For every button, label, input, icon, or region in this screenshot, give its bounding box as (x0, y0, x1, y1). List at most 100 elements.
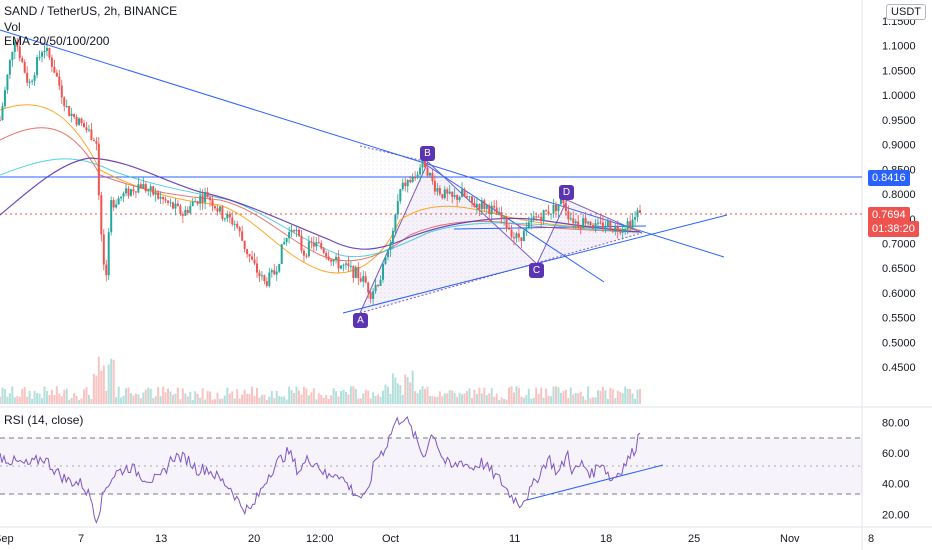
volume-bar (606, 398, 609, 404)
volume-bar (258, 397, 261, 404)
candle-body (406, 179, 409, 187)
volume-bar (624, 386, 627, 404)
volume-bar (147, 387, 150, 404)
volume-bar (535, 387, 538, 404)
candle-body (179, 205, 182, 215)
candle-body (542, 210, 545, 222)
volume-bar (174, 393, 177, 404)
candle-body (416, 174, 419, 178)
candle-body (347, 263, 350, 267)
candle-body (63, 97, 66, 107)
last-price-badge: 0.7694 (868, 207, 910, 223)
volume-bar (211, 399, 214, 404)
volume-bar (505, 399, 508, 404)
candle-body (552, 204, 555, 214)
candle-body (139, 184, 142, 189)
volume-bar (55, 386, 58, 404)
candle-body (414, 177, 417, 179)
candle-body (233, 223, 236, 225)
volume-bar (154, 396, 157, 404)
volume-bar (196, 393, 199, 404)
candle-body (629, 221, 632, 228)
candle-body (483, 200, 486, 209)
candle-body (265, 281, 268, 286)
candle-body (260, 275, 263, 277)
volume-bar (231, 391, 234, 404)
candle-body (621, 229, 624, 233)
candle-body (184, 209, 187, 216)
volume-bar (186, 396, 189, 404)
date-tick-label: 13 (155, 533, 167, 545)
volume-bar (53, 394, 56, 404)
volume-bar (493, 396, 496, 404)
volume-bar (317, 393, 320, 404)
candle-body (382, 263, 385, 280)
candle-body (216, 208, 219, 212)
volume-bar (41, 398, 44, 404)
volume-bar (621, 393, 624, 404)
volume-bar (458, 392, 461, 404)
ema-label: EMA 20/50/100/200 (4, 34, 110, 48)
volume-bar (401, 395, 404, 404)
candle-body (609, 221, 612, 231)
volume-bar (594, 397, 597, 404)
volume-bar (179, 399, 182, 404)
volume-bar (248, 393, 251, 404)
volume-bar (340, 391, 343, 404)
candle-body (315, 242, 318, 247)
candle-body (384, 257, 387, 264)
volume-bar (280, 396, 283, 404)
volume-bar (199, 397, 202, 404)
volume-bar (60, 396, 63, 404)
volume-bar (451, 390, 454, 404)
volume-bar (579, 391, 582, 404)
candle-body (327, 256, 330, 260)
ema-100 (0, 158, 641, 258)
volume-bar (184, 393, 187, 404)
candle-body (559, 198, 562, 205)
volume-bar (176, 387, 179, 404)
candle-body (520, 237, 523, 242)
volume-bar (38, 393, 41, 404)
candle-body (463, 189, 466, 197)
candle-body (147, 190, 150, 192)
candle-body (522, 230, 525, 242)
candle-body (619, 231, 622, 233)
volume-bar (122, 395, 125, 404)
candle-body (554, 204, 557, 212)
candle-body (211, 199, 214, 207)
volume-bar (572, 394, 575, 404)
volume-bar (636, 389, 639, 404)
candle-body (458, 197, 461, 200)
volume-bar (404, 374, 407, 404)
currency-selector[interactable]: USDT (886, 4, 926, 20)
volume-bar (503, 399, 506, 404)
candle-body (589, 221, 592, 226)
candle-body (340, 265, 343, 269)
candle-body (55, 72, 58, 77)
volume-bar (372, 392, 375, 404)
volume-bar (325, 395, 328, 404)
candle-body (0, 119, 1, 121)
volume-bar (216, 392, 219, 404)
volume-bar (68, 399, 71, 404)
candle-body (421, 155, 424, 168)
candle-body (372, 291, 375, 299)
volume-bar (26, 396, 29, 404)
rsi-trendline[interactable] (526, 464, 664, 501)
volume-bar (85, 386, 88, 404)
candle-body (70, 113, 73, 116)
candle-body (83, 123, 86, 128)
volume-bar (312, 388, 315, 404)
volume-bar (117, 386, 120, 404)
candle-body (60, 85, 63, 98)
candle-body (221, 206, 224, 219)
candle-body (493, 205, 496, 208)
candle-body (134, 191, 137, 193)
volume-bar (164, 392, 167, 404)
candle-body (23, 61, 26, 73)
candle-body (456, 195, 459, 200)
candle-body (377, 284, 380, 286)
volume-bar (110, 358, 113, 404)
